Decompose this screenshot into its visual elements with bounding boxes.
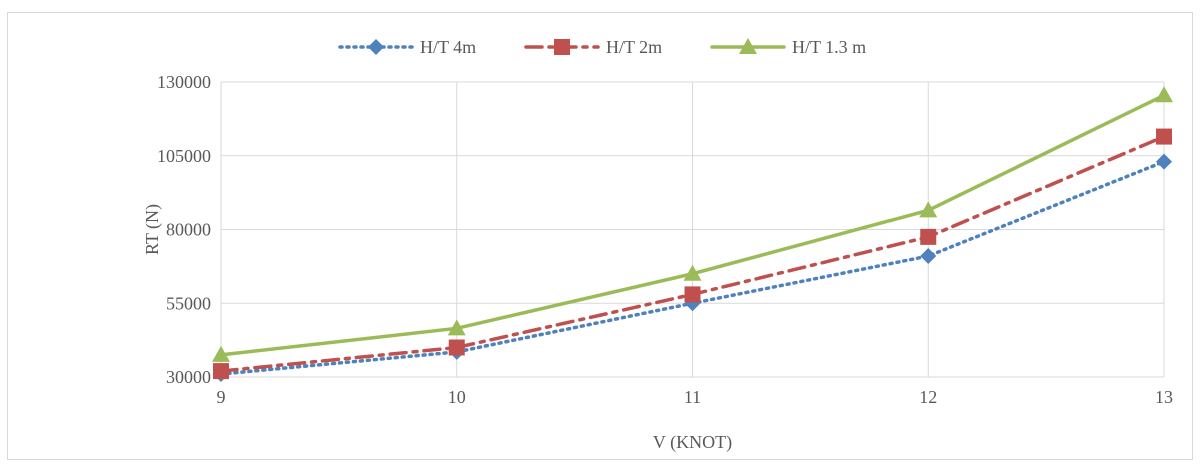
series-layer bbox=[212, 86, 1173, 383]
x-tick-label: 12 bbox=[919, 387, 937, 407]
chart-frame bbox=[7, 12, 1193, 460]
data-point bbox=[1156, 128, 1172, 145]
legend-item: H/T 1.3 m bbox=[710, 37, 866, 57]
x-tick-label: 10 bbox=[448, 387, 466, 407]
data-point bbox=[447, 319, 466, 336]
data-point bbox=[920, 228, 937, 245]
y-tick-label: 105000 bbox=[157, 146, 211, 166]
data-point bbox=[213, 363, 229, 380]
x-axis-label: V (KNOT) bbox=[653, 432, 732, 453]
legend-label: H/T 4m bbox=[420, 37, 476, 57]
x-tick-label: 9 bbox=[217, 387, 226, 407]
legend-marker bbox=[368, 39, 384, 55]
x-tick-label: 13 bbox=[1155, 387, 1173, 407]
legend-label: H/T 2m bbox=[606, 37, 662, 57]
data-point bbox=[212, 345, 230, 362]
tick-labels: 30000 55000 80000 105000 130000 9 10 11 12 13 bbox=[157, 72, 1173, 407]
legend-marker bbox=[554, 39, 570, 55]
series-3 bbox=[212, 86, 1173, 362]
data-point bbox=[683, 264, 702, 281]
y-tick-label: 30000 bbox=[166, 367, 211, 387]
data-point bbox=[684, 286, 701, 303]
data-point bbox=[1156, 153, 1172, 170]
y-axis-label: RT (N) bbox=[142, 204, 163, 255]
grid-lines bbox=[220, 81, 1165, 378]
legend-item: H/T 4m bbox=[338, 37, 476, 57]
series-2 bbox=[213, 128, 1172, 380]
legend-label: H/T 1.3 m bbox=[792, 37, 866, 57]
y-tick-label: 55000 bbox=[166, 293, 211, 313]
legend-marker bbox=[739, 38, 757, 54]
data-point bbox=[448, 339, 465, 356]
data-point bbox=[920, 248, 937, 265]
data-point bbox=[1155, 86, 1173, 103]
y-tick-label: 80000 bbox=[166, 220, 211, 240]
x-tick-label: 11 bbox=[684, 387, 701, 407]
legend-item: H/T 2m bbox=[524, 37, 662, 57]
legend: H/T 4m H/T 2m H/T 1.3 m bbox=[338, 37, 866, 57]
y-tick-label: 130000 bbox=[157, 72, 211, 92]
data-point bbox=[919, 201, 938, 218]
